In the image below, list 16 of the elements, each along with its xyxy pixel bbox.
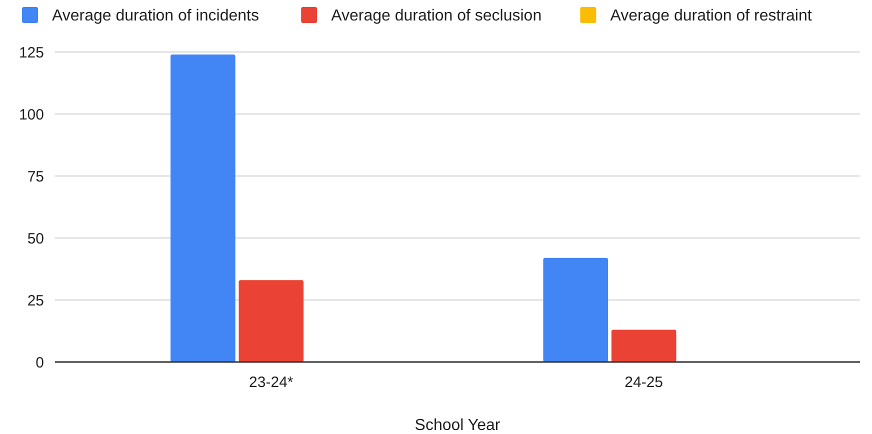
bar — [543, 258, 608, 362]
x-tick-label: 24-25 — [624, 374, 664, 391]
bar — [238, 280, 304, 362]
x-tick-label: 23-24* — [249, 374, 294, 391]
x-axis-title: School Year — [414, 417, 501, 434]
legend-label: Average duration of restraint — [610, 8, 812, 25]
y-tick-label: 125 — [18, 44, 44, 62]
y-tick-label: 75 — [27, 168, 44, 186]
y-tick-label: 0 — [36, 354, 44, 372]
y-tick-label: 50 — [27, 230, 44, 248]
bar — [170, 54, 236, 362]
bar — [611, 330, 676, 362]
legend-label: Average duration of incidents — [52, 8, 259, 25]
y-tick-label: 25 — [27, 292, 44, 310]
legend-label: Average duration of seclusion — [331, 8, 542, 25]
y-tick-label: 100 — [18, 106, 44, 124]
